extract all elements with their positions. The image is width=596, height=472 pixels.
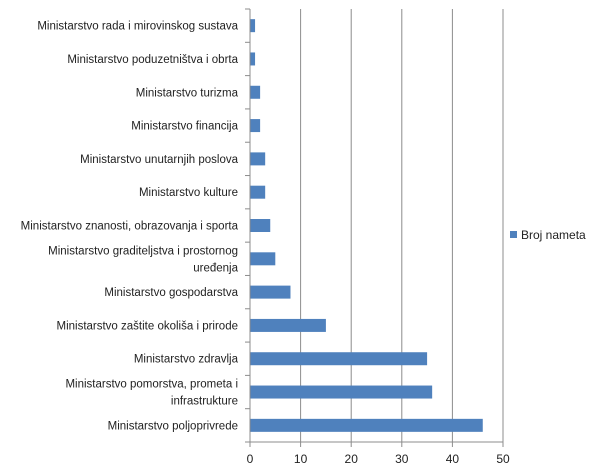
tick-labels: 0 10 20 30 40 50 [247,452,510,466]
bar [250,252,276,266]
category-label: Ministarstvo turizma [136,87,239,99]
category-label: Ministarstvo gospodarstva [104,287,238,299]
x-tick-label: 40 [446,452,460,466]
x-tick-label: 10 [294,452,308,466]
bar [250,352,428,366]
x-tick-label: 0 [247,452,254,466]
x-tick-label: 50 [496,452,510,466]
category-label: Ministarstvo graditeljstva i prostornog [48,245,238,257]
category-label: Ministarstvo poduzetništva i obrta [67,54,238,66]
bar [250,285,291,299]
x-tick-label: 30 [395,452,409,466]
bar [250,85,261,99]
legend-label: Broj nameta [521,228,586,242]
legend-swatch [510,231,517,238]
category-label: Ministarstvo kulture [139,187,238,199]
bar [250,385,433,399]
category-label: uređenja [193,262,238,274]
category-label: Ministarstvo znanosti, obrazovanja i spo… [21,221,239,233]
category-label: Ministarstvo zaštite okoliša i prirode [56,320,238,332]
bar-series [250,19,483,432]
x-tick-label: 20 [345,452,359,466]
category-labels: Ministarstvo rada i mirovinskog sustava M… [21,21,239,433]
legend: Broj nameta [510,228,586,242]
category-label: Ministarstvo zdravlja [134,354,239,366]
bar [250,52,256,66]
bar [250,418,483,432]
bar [250,152,266,166]
category-label: Ministarstvo poljoprivrede [108,420,238,432]
bar [250,119,261,133]
gridlines [300,9,504,442]
bar [250,185,266,199]
category-label: Ministarstvo unutarnjih poslova [80,154,238,166]
bar [250,318,326,332]
category-label: infrastrukture [171,396,238,408]
bar [250,219,271,232]
bar [250,19,256,33]
axes [245,8,504,447]
category-label: Ministarstvo pomorstva, prometa i [65,379,238,391]
category-label: Ministarstvo rada i mirovinskog sustava [37,21,238,33]
category-label: Ministarstvo financija [131,121,238,133]
